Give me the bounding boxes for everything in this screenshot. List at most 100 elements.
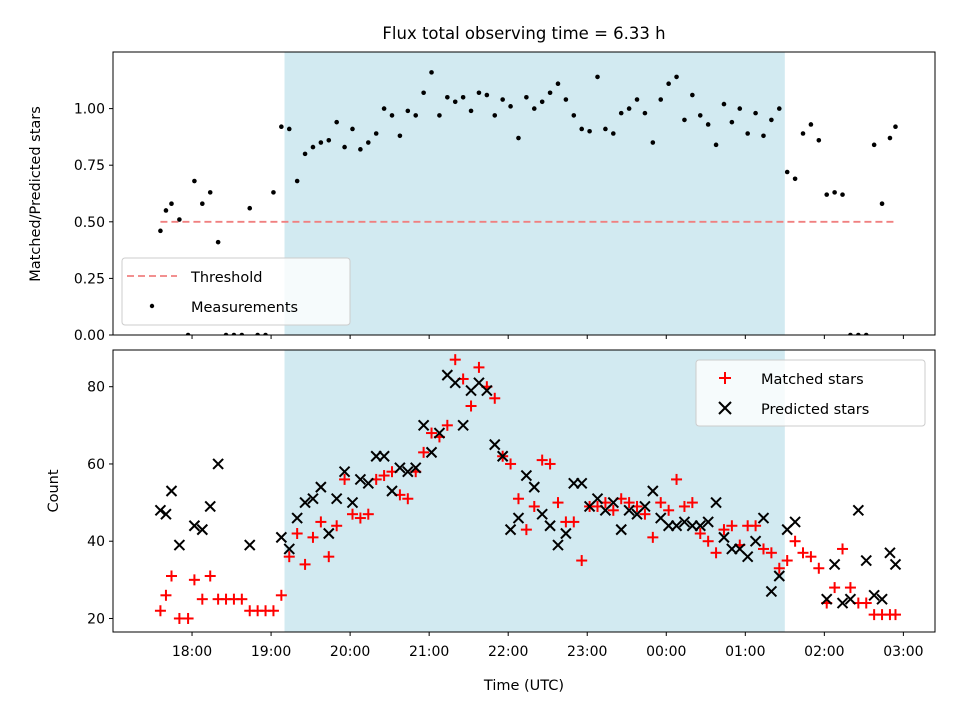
predicted-star-point [362, 477, 375, 489]
measurement-point [452, 99, 458, 105]
matched-star-point [331, 520, 343, 532]
measurement-point [239, 332, 245, 335]
matched-star-point [520, 524, 532, 536]
predicted-star-point [307, 493, 319, 505]
measurement-point [342, 144, 347, 150]
predicted-star-point [481, 384, 493, 397]
measurement-points [158, 70, 898, 335]
predicted-star-point [449, 377, 461, 389]
measurement-point [571, 113, 577, 118]
measurement-point [808, 122, 814, 127]
predicted-star-point [552, 539, 564, 551]
matched-star-point [323, 551, 335, 563]
measurement-point [871, 142, 877, 148]
matched-star-point [378, 470, 390, 482]
predicted-star-point [457, 419, 469, 432]
matched-star-point [339, 473, 351, 485]
measurement-point [247, 205, 253, 211]
measurement-point [326, 137, 332, 143]
matched-star-point [623, 497, 635, 509]
measurement-point [437, 113, 442, 118]
measurement-point [563, 97, 569, 102]
predicted-star-point [860, 554, 872, 567]
matched-star-point [402, 493, 414, 505]
predicted-star-point [512, 512, 525, 524]
predicted-star-point [844, 593, 857, 605]
matched-star-point [789, 535, 801, 547]
measurement-point [200, 201, 205, 206]
predicted-star-point [647, 485, 659, 497]
y-tick-label: 0.50 [74, 215, 105, 231]
predicted-star-point [889, 558, 902, 571]
x-axis-label: Time (UTC) [483, 678, 564, 694]
x-tick-label: 03:00 [883, 644, 923, 660]
predicted-star-point [670, 520, 683, 532]
measurement-point [460, 94, 466, 100]
matched-star-point [710, 547, 722, 559]
measurement-point [468, 108, 474, 114]
predicted-star-point [346, 496, 359, 509]
predicted-star-point [702, 516, 714, 528]
predicted-star-point [244, 539, 256, 551]
predicted-star-point [536, 508, 548, 520]
measurements-legend-label: Measurements [191, 300, 298, 316]
measurement-point [547, 90, 553, 96]
predicted-star-point [173, 539, 186, 551]
predicted-star-point [160, 508, 172, 520]
measurement-point [334, 119, 339, 125]
y-tick-label: 40 [87, 534, 105, 550]
matched-star-point [236, 593, 248, 605]
matched-star-point [426, 427, 438, 439]
y-tick-label: 60 [87, 457, 105, 473]
matched-star-point [154, 605, 166, 617]
measurement-point [421, 90, 426, 96]
predicted-star-point [789, 516, 801, 528]
predicted-star-point [836, 597, 849, 609]
measurement-point [429, 70, 434, 75]
measurement-point [792, 176, 798, 182]
matched-star-point [536, 454, 548, 466]
predicted-star-point [544, 520, 556, 532]
predicted-star-point [773, 570, 786, 582]
matched-star-point [844, 582, 856, 594]
matched-star-point [489, 392, 501, 404]
predicted-star-point [504, 523, 517, 536]
predicted-star-point [378, 450, 390, 462]
predicted-star-point [299, 496, 311, 509]
measurement-point [776, 106, 782, 111]
measurement-point [524, 94, 529, 100]
matched-star-point [418, 446, 430, 458]
predicted-star-point [489, 438, 501, 451]
predicted-star-point [425, 446, 438, 459]
measurement-point [192, 178, 197, 184]
y-tick-label: 80 [87, 380, 105, 396]
matched-star-point [346, 508, 358, 520]
predicted-star-point [749, 535, 762, 547]
measurement-point [816, 137, 822, 143]
measurement-point [185, 332, 191, 335]
predicted-star-point [402, 465, 414, 478]
measurement-point [603, 126, 608, 132]
predicted-star-point [710, 496, 722, 509]
measurement-point [516, 135, 521, 141]
measurement-point [318, 140, 324, 145]
predicted-star-point [275, 531, 288, 544]
matched-star-point [702, 535, 714, 547]
predicted-star-point [718, 531, 730, 544]
predicted-star-point [323, 527, 335, 540]
matched-star-point [505, 458, 517, 470]
measurement-point [721, 101, 727, 107]
measurement-point [279, 124, 284, 130]
predicted-stars-legend-swatch [718, 401, 732, 415]
measurement-point [705, 122, 711, 127]
measurement-point [294, 178, 300, 184]
matched-star-point [196, 593, 208, 605]
predicted-star-points [154, 369, 902, 609]
predicted-star-point [204, 500, 216, 513]
predicted-star-point [678, 516, 691, 528]
matched-star-point [188, 574, 200, 586]
x-tick-label: 22:00 [488, 644, 528, 660]
matched-star-point [283, 551, 295, 563]
measurement-point [508, 104, 513, 109]
measurement-point [761, 133, 766, 139]
